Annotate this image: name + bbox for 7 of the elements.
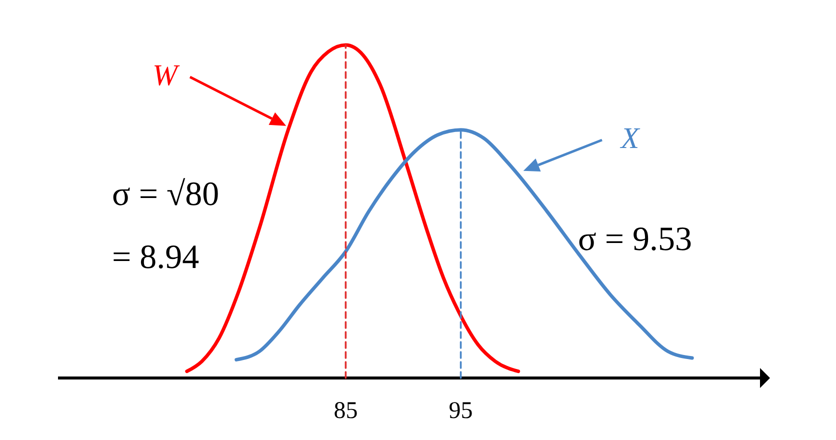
text: W [152, 59, 180, 92]
annotation: σ = √80 [112, 176, 220, 213]
x-tick-label: 95 [448, 398, 473, 424]
legend-label: X [620, 122, 641, 155]
annotation: σ = 9.53 [578, 221, 692, 258]
annotation: = 8.94 [112, 239, 200, 276]
x-tick-label: 85 [334, 398, 358, 424]
